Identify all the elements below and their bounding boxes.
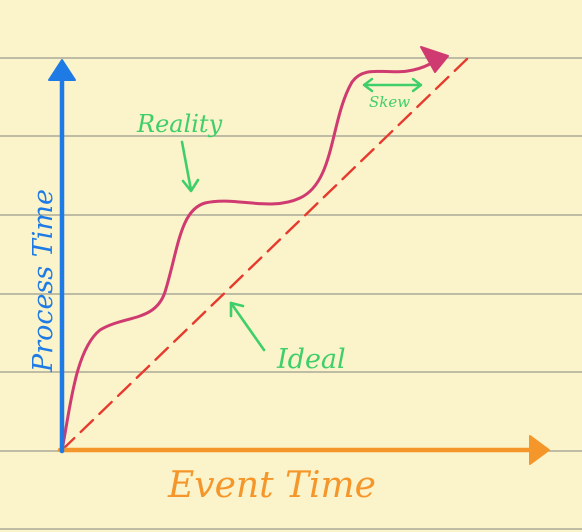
x-axis-arrowhead: [529, 435, 550, 465]
y-axis-label: Process Time: [28, 189, 59, 373]
ideal-label: Ideal: [276, 344, 346, 375]
reality-label: Reality: [136, 110, 223, 138]
reality-arrowhead: [420, 46, 449, 73]
skew-label: Skew: [369, 93, 410, 111]
reality-pointer: [180, 140, 200, 193]
ideal-pointer: [229, 301, 266, 352]
skew-arrow: [362, 77, 423, 93]
ruled-lines: [0, 57, 582, 530]
reality-curve: [60, 62, 432, 452]
ideal-line: [60, 56, 470, 452]
y-axis-arrowhead: [48, 59, 76, 81]
x-axis-label: Event Time: [167, 465, 376, 506]
